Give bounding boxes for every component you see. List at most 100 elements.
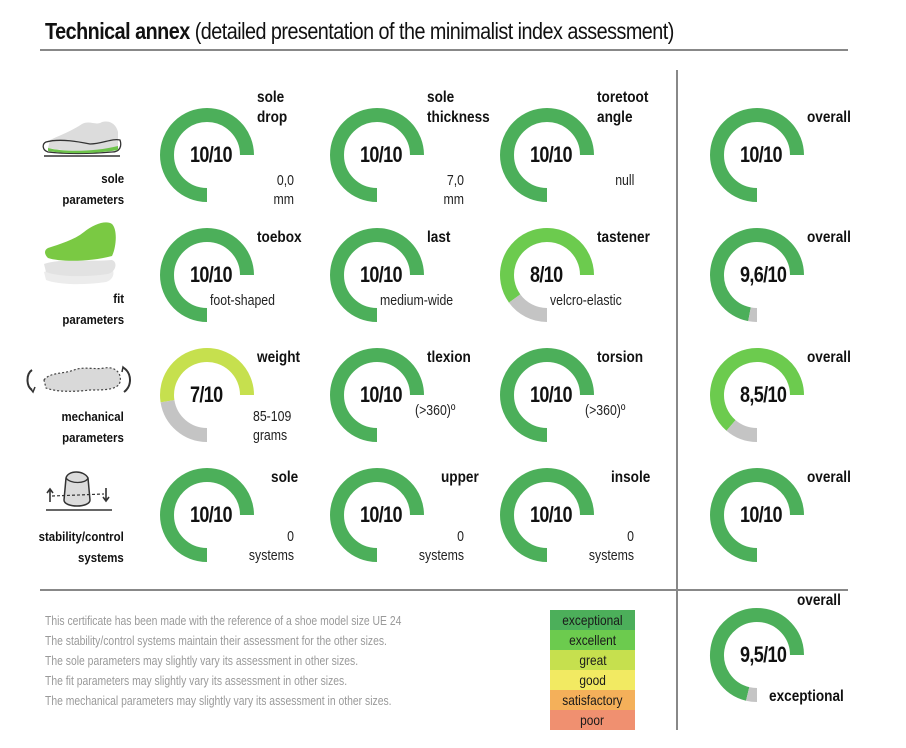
footer-divider: [40, 589, 848, 591]
legend-item-good: good: [550, 670, 635, 690]
gauge-mechanical-0: [152, 340, 262, 450]
gauge-fill: [330, 228, 424, 322]
gauge-fill: [330, 468, 424, 562]
title-bold: Technical annex: [45, 18, 190, 44]
gauge-fill: [710, 608, 804, 701]
row-label-sole: sole parameters: [62, 171, 124, 207]
shoe-flex-icon: [24, 362, 134, 403]
gauge-fill: [330, 108, 424, 202]
gauge-arc: [710, 608, 804, 702]
rating-legend: exceptional excellent great good satisfa…: [550, 610, 635, 730]
gauge-arc: [710, 348, 804, 442]
gauge-fill: [160, 468, 254, 562]
gauge-measured-value: 7,0 mm: [443, 172, 465, 208]
gauge-remainder: [508, 294, 548, 322]
title-underline: [40, 49, 848, 51]
gauge-label: tastener: [597, 229, 650, 246]
gauge-score: 10/10: [360, 262, 403, 287]
note-line: The fit parameters may slightly vary its…: [45, 674, 348, 688]
gauge-arc: [500, 348, 594, 442]
gauge-label: last: [427, 229, 451, 246]
gauge-remainder: [726, 419, 758, 442]
legend-item-exceptional: exceptional: [550, 610, 635, 630]
gauge-score: 10/10: [530, 142, 573, 167]
gauge-fit-1: [322, 220, 432, 330]
gauge-sole-0: [152, 100, 262, 210]
gauge-measured-value: 0 systems: [418, 528, 464, 564]
gauge-score: 10/10: [740, 142, 783, 167]
gauge-arc: [330, 348, 424, 442]
gauge-score: 10/10: [530, 382, 573, 407]
gauge-score: 10/10: [190, 502, 233, 527]
page-title: Technical annex (detailed presentation o…: [45, 18, 674, 45]
gauge-measured-value: velcro-elastic: [550, 292, 622, 309]
gauge-arc: [330, 108, 424, 202]
gauge-arc: [330, 228, 424, 322]
gauge-label: toebox: [257, 229, 302, 246]
gauge-fit-2: [492, 220, 602, 330]
gauge-label: overall: [807, 109, 851, 126]
legend-item-excellent: excellent: [550, 630, 635, 650]
gauge-stability-overall: [702, 460, 812, 570]
gauge-fill: [160, 348, 254, 403]
gauge-label: upper: [441, 469, 479, 486]
row-label-stability: stability/control systems: [38, 529, 124, 565]
gauge-label: overall: [797, 592, 841, 609]
final-rating-label: exceptional: [769, 688, 844, 705]
gauge-arc: [710, 468, 804, 562]
shoe-sole-icon: [40, 118, 122, 165]
gauge-remainder: [160, 399, 208, 442]
row-label-fit: fit parameters: [62, 291, 124, 327]
gauge-score: 8,5/10: [740, 382, 787, 407]
gauge-arc: [710, 108, 804, 202]
gauge-fill: [160, 228, 254, 322]
gauge-mechanical-2: [492, 340, 602, 450]
gauge-score: 10/10: [530, 502, 573, 527]
gauge-fill: [500, 108, 594, 202]
gauge-score: 7/10: [190, 382, 223, 407]
title-subtitle: (detailed presentation of the minimalist…: [194, 18, 675, 44]
gauge-measured-value: (>360)º: [585, 402, 626, 419]
gauge-label: sole: [271, 469, 299, 486]
row-label-mechanical: mechanical parameters: [61, 409, 124, 445]
gauge-score: 10/10: [190, 142, 233, 167]
gauge-measured-value: 85-109 grams: [253, 408, 292, 444]
legend-item-great: great: [550, 650, 635, 670]
gauge-score: 9,6/10: [740, 262, 787, 287]
gauge-stability-1: [322, 460, 432, 570]
gauge-score: 10/10: [360, 502, 403, 527]
gauge-fill: [500, 468, 594, 562]
gauge-remainder: [748, 307, 758, 322]
legend-item-poor: poor: [550, 710, 635, 730]
gauge-fit-overall: [702, 220, 812, 330]
gauge-label: torsion: [597, 349, 644, 366]
gauge-label: overall: [807, 469, 851, 486]
gauge-fill: [710, 108, 804, 202]
gauge-score: 10/10: [190, 262, 233, 287]
gauge-fill: [500, 348, 594, 442]
heel-stability-icon: [44, 468, 114, 521]
gauge-measured-value: null: [614, 172, 634, 189]
gauge-label: insole: [611, 469, 651, 486]
gauge-fill: [330, 348, 424, 442]
gauge-score: 8/10: [530, 262, 563, 287]
gauge-sole-overall: [702, 100, 812, 210]
gauge-label: overall: [807, 349, 851, 366]
gauge-score: 10/10: [360, 142, 403, 167]
legend-item-satisfactory: satisfactory: [550, 690, 635, 710]
gauge-arc: [500, 108, 594, 202]
gauge-mechanical-overall: [702, 340, 812, 450]
gauge-mechanical-1: [322, 340, 432, 450]
gauge-arc: [500, 228, 594, 322]
gauge-measured-value: medium-wide: [380, 292, 454, 309]
certificate-notes: This certificate has been made with the …: [45, 611, 401, 711]
gauge-arc: [160, 468, 254, 562]
note-line: The stability/control systems maintain t…: [45, 634, 387, 648]
gauge-remainder: [746, 687, 758, 702]
note-line: This certificate has been made with the …: [45, 614, 402, 628]
gauge-arc: [330, 468, 424, 562]
gauge-sole-2: [492, 100, 602, 210]
gauge-measured-value: 0 systems: [248, 528, 294, 564]
note-line: The sole parameters may slightly vary it…: [45, 654, 359, 668]
note-line: The mechanical parameters may slightly v…: [45, 694, 392, 708]
